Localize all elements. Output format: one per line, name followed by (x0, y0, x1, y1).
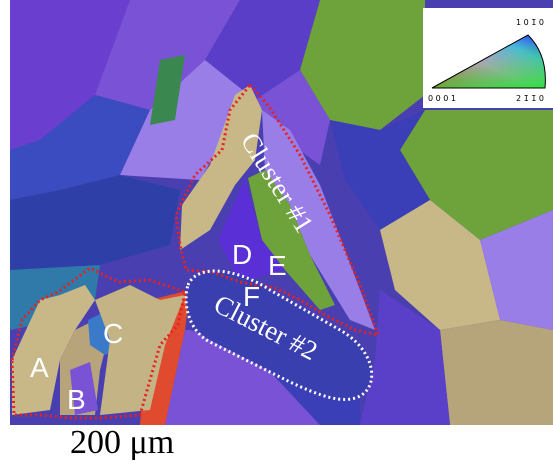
grain-region (10, 0, 130, 150)
grain-region (165, 330, 320, 425)
grain-region (205, 0, 320, 100)
grain-region (262, 110, 375, 330)
grain-region (180, 85, 262, 250)
grain-group-outline (10, 266, 187, 420)
grain-region (360, 290, 450, 425)
grain-region (330, 110, 430, 230)
grain-region (95, 0, 240, 110)
grain-label-a: A (30, 352, 49, 383)
grain-label-b: B (67, 384, 86, 415)
grain-region (480, 210, 553, 330)
grain-region (255, 70, 330, 165)
grain-region (120, 60, 255, 180)
grain-label-c: C (103, 318, 123, 349)
legend-corner-left: 0 0 0 1 (428, 94, 456, 103)
grain-region (186, 271, 372, 400)
grain-region (218, 178, 285, 282)
grain-region (10, 175, 180, 270)
legend-corner-top: 1 0 1̄ 0 (516, 18, 544, 27)
grain-region (150, 55, 185, 125)
legend-triangle-border (431, 34, 546, 89)
cluster-2-outline (184, 269, 374, 401)
grain-region (70, 362, 98, 415)
grain-label-f: F (243, 281, 260, 312)
grain-region (440, 320, 553, 425)
grain-region (300, 0, 425, 130)
grain-region (95, 285, 185, 415)
grain-region (248, 170, 335, 310)
grain-region (380, 200, 500, 330)
ebsd-orientation-map: A B C D E F Cluster #1 Cluster #2 0 0 0 … (10, 0, 553, 425)
ipf-color-key: 0 0 0 1 2 1̄ 1̄ 0 1 0 1̄ 0 (423, 8, 553, 108)
legend-triangle-overlay (432, 35, 546, 88)
scale-bar-label: 200 μm (70, 424, 175, 461)
legend-corner-right: 2 1̄ 1̄ 0 (516, 94, 544, 103)
grain-label-d: D (232, 239, 252, 270)
grain-label-e: E (268, 250, 287, 281)
cluster-1-outline (174, 82, 381, 338)
grain-region (12, 285, 95, 415)
grain-region (400, 110, 553, 240)
grain-region (10, 95, 150, 200)
